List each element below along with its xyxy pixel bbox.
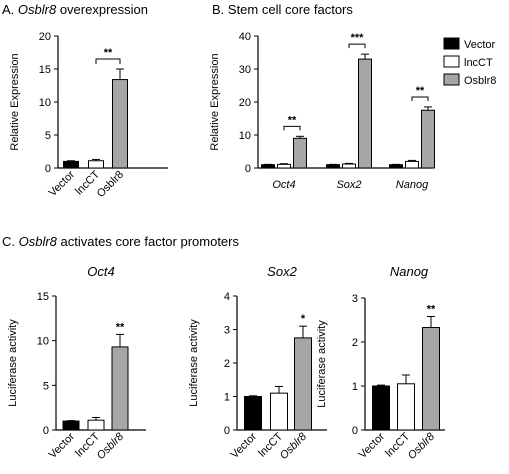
- chart-title: Sox2: [267, 264, 297, 279]
- bar-lncct: [270, 392, 288, 431]
- y-tick-label: 0: [43, 425, 49, 437]
- y-tick-label: 10: [239, 130, 251, 142]
- y-tick-label: 0: [245, 163, 251, 175]
- significance-bracket: [95, 58, 121, 64]
- y-tick-label: 1: [352, 381, 358, 393]
- bar-osblr8: [358, 58, 372, 169]
- y-axis-label: Luciferase activity: [188, 319, 200, 407]
- x-tick-label: Oct4: [272, 179, 295, 191]
- bar-osblr8: [293, 137, 307, 169]
- x-tick-label: Vector: [47, 430, 78, 461]
- y-tick-label: 5: [43, 380, 49, 392]
- y-tick-label: 20: [239, 97, 251, 109]
- bar-osblr8: [112, 79, 128, 169]
- bar-lncct: [88, 160, 104, 169]
- x-tick-label: Vector: [357, 430, 388, 461]
- legend-label-osblr8: Osblr8: [464, 75, 496, 87]
- bar-osblr8: [111, 346, 129, 431]
- bar-lncct: [87, 419, 105, 431]
- legend-label-vector: Vector: [464, 39, 496, 51]
- bar-osblr8: [294, 337, 312, 431]
- y-axis-label: Luciferase activity: [316, 320, 328, 408]
- bar-vector: [389, 164, 403, 169]
- y-tick-label: 5: [45, 130, 51, 142]
- bar-vector: [261, 164, 275, 169]
- bar-lncct: [397, 383, 415, 431]
- significance-label: **: [288, 114, 297, 126]
- bar-lncct: [405, 160, 419, 169]
- significance-label: *: [301, 313, 306, 325]
- y-tick-label: 15: [39, 64, 51, 76]
- y-tick-label: 15: [37, 291, 49, 303]
- y-tick-label: 20: [39, 31, 51, 43]
- legend-swatch-osblr8: [443, 73, 460, 86]
- legend: Vector lncCT Osblr8: [443, 37, 496, 87]
- chart-b: 0 10 20 30 40 Relative Expression Oct4 ** Sox2 **…: [209, 31, 435, 191]
- panel-b-title: B. Stem cell core factors: [212, 2, 353, 17]
- chart-title: Oct4: [87, 264, 114, 279]
- x-tick-label: Osblr8: [95, 169, 126, 200]
- y-tick-label: 0: [224, 425, 230, 437]
- y-tick-label: 2: [352, 337, 358, 349]
- y-tick-label: 0: [352, 425, 358, 437]
- y-tick-label: 1: [224, 392, 230, 404]
- x-tick-label: Osblr8: [95, 430, 127, 462]
- y-tick-label: 40: [239, 31, 251, 43]
- y-axis-label: Luciferase activity: [7, 319, 19, 407]
- y-tick-label: 10: [37, 336, 49, 348]
- bar-osblr8: [421, 109, 435, 169]
- y-tick-label: 3: [352, 293, 358, 305]
- bar-vector: [62, 420, 80, 431]
- bar-lncct: [342, 163, 356, 169]
- panel-a-title: A. Osblr8 overexpression: [2, 2, 148, 17]
- bar-vector: [63, 160, 79, 169]
- y-axis-label: Relative Expression: [9, 53, 21, 150]
- legend-swatch-lncct: [443, 55, 460, 68]
- significance-label: ***: [351, 32, 365, 44]
- bar-vector: [244, 396, 262, 431]
- y-tick-label: 3: [224, 325, 230, 337]
- y-tick-label: 30: [239, 64, 251, 76]
- y-tick-label: 2: [224, 358, 230, 370]
- legend-swatch-vector: [443, 37, 460, 50]
- x-tick-label: Osblr8: [406, 430, 438, 462]
- bar-vector: [372, 385, 390, 431]
- y-tick-label: 10: [39, 97, 51, 109]
- chart-title: Nanog: [390, 264, 429, 279]
- significance-bracket: [283, 125, 301, 131]
- bar-osblr8: [422, 326, 440, 431]
- x-tick-label: Sox2: [336, 179, 361, 191]
- significance-bracket: [348, 43, 366, 49]
- significance-label: **: [427, 303, 436, 315]
- significance-label: **: [104, 47, 113, 59]
- x-tick-label: Nanog: [396, 179, 429, 191]
- x-tick-label: Osblr8: [278, 430, 310, 462]
- significance-label: **: [116, 321, 125, 333]
- x-tick-label: Vector: [229, 430, 260, 461]
- bar-vector: [326, 164, 340, 169]
- significance-bracket: [411, 96, 429, 101]
- y-tick-label: 0: [45, 163, 51, 175]
- panel-c-title: C. Osblr8 activates core factor promoter…: [2, 234, 239, 249]
- y-axis-label: Relative Expression: [209, 53, 221, 150]
- legend-label-lncct: lncCT: [464, 57, 493, 69]
- y-tick-label: 4: [224, 291, 230, 303]
- significance-label: **: [416, 85, 425, 97]
- x-tick-label: Vector: [47, 168, 78, 199]
- bar-lncct: [277, 163, 291, 169]
